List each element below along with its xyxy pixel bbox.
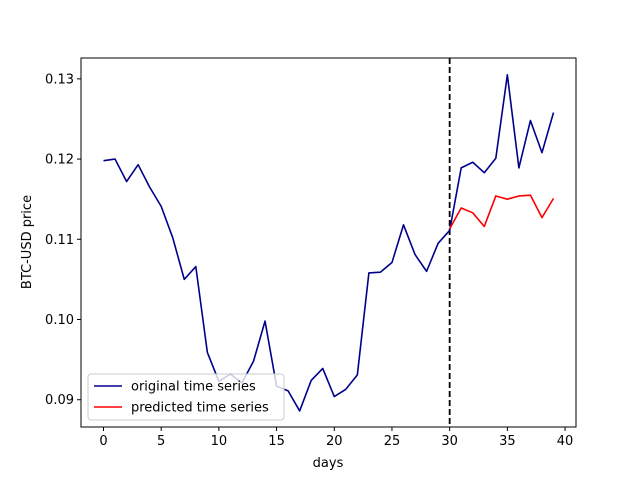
x-tick-label: 10 bbox=[211, 434, 228, 449]
x-tick-label: 20 bbox=[326, 434, 343, 449]
x-tick-label: 25 bbox=[384, 434, 401, 449]
x-axis-ticks: 0 5 10 15 20 25 30 35 40 bbox=[99, 427, 573, 449]
y-axis-ticks: 0.09 0.10 0.11 0.12 0.13 bbox=[45, 72, 81, 408]
y-tick-label: 0.11 bbox=[45, 233, 74, 248]
y-tick-label: 0.13 bbox=[45, 72, 74, 87]
x-tick-label: 30 bbox=[441, 434, 458, 449]
series-group bbox=[103, 74, 555, 412]
y-tick-label: 0.09 bbox=[45, 393, 74, 408]
y-tick-label: 0.12 bbox=[45, 153, 74, 168]
legend-label-0: original time series bbox=[131, 380, 256, 395]
x-axis-label: days bbox=[313, 456, 344, 471]
y-axis-label: BTC-USD price bbox=[20, 195, 35, 289]
legend-label-1: predicted time series bbox=[131, 401, 269, 416]
series-line-1 bbox=[448, 194, 555, 230]
y-tick-label: 0.10 bbox=[45, 313, 74, 328]
plot-frame bbox=[80, 57, 577, 428]
x-tick-label: 35 bbox=[499, 434, 516, 449]
legend-box bbox=[87, 373, 285, 421]
legend-items: original time series predicted time serie… bbox=[94, 380, 269, 416]
x-tick-label: 0 bbox=[99, 434, 107, 449]
legend: original time series predicted time serie… bbox=[87, 373, 285, 421]
series-line-0 bbox=[103, 74, 555, 412]
x-tick-label: 40 bbox=[557, 434, 574, 449]
x-tick-label: 15 bbox=[268, 434, 285, 449]
x-tick-label: 5 bbox=[157, 434, 165, 449]
